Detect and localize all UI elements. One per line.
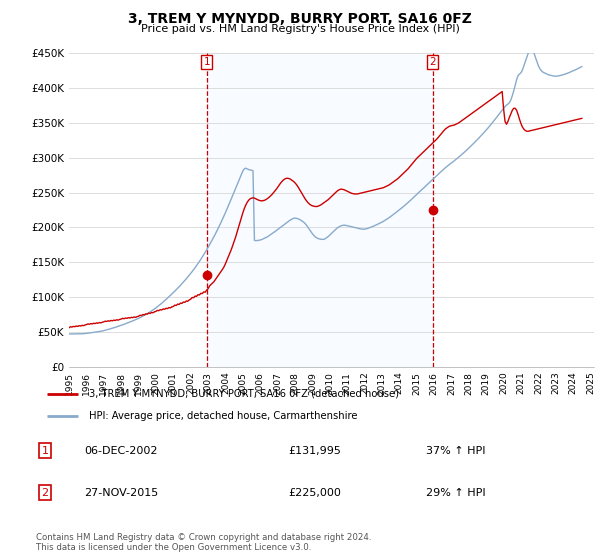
Bar: [206, 53, 433, 367]
Text: 2: 2: [41, 488, 49, 498]
Text: HPI: Average price, detached house, Carmarthenshire: HPI: Average price, detached house, Carm…: [89, 410, 358, 421]
Text: 1: 1: [203, 57, 210, 67]
Text: 2: 2: [430, 57, 436, 67]
Text: 29% ↑ HPI: 29% ↑ HPI: [426, 488, 485, 498]
Text: This data is licensed under the Open Government Licence v3.0.: This data is licensed under the Open Gov…: [36, 543, 311, 552]
Text: 37% ↑ HPI: 37% ↑ HPI: [426, 446, 485, 456]
Text: Price paid vs. HM Land Registry's House Price Index (HPI): Price paid vs. HM Land Registry's House …: [140, 24, 460, 34]
Text: £131,995: £131,995: [288, 446, 341, 456]
Text: 1: 1: [41, 446, 49, 456]
Text: 3, TREM Y MYNYDD, BURRY PORT, SA16 0FZ (detached house): 3, TREM Y MYNYDD, BURRY PORT, SA16 0FZ (…: [89, 389, 399, 399]
Text: 3, TREM Y MYNYDD, BURRY PORT, SA16 0FZ: 3, TREM Y MYNYDD, BURRY PORT, SA16 0FZ: [128, 12, 472, 26]
Text: £225,000: £225,000: [288, 488, 341, 498]
Text: 06-DEC-2002: 06-DEC-2002: [84, 446, 157, 456]
Text: Contains HM Land Registry data © Crown copyright and database right 2024.: Contains HM Land Registry data © Crown c…: [36, 533, 371, 542]
Text: 27-NOV-2015: 27-NOV-2015: [84, 488, 158, 498]
